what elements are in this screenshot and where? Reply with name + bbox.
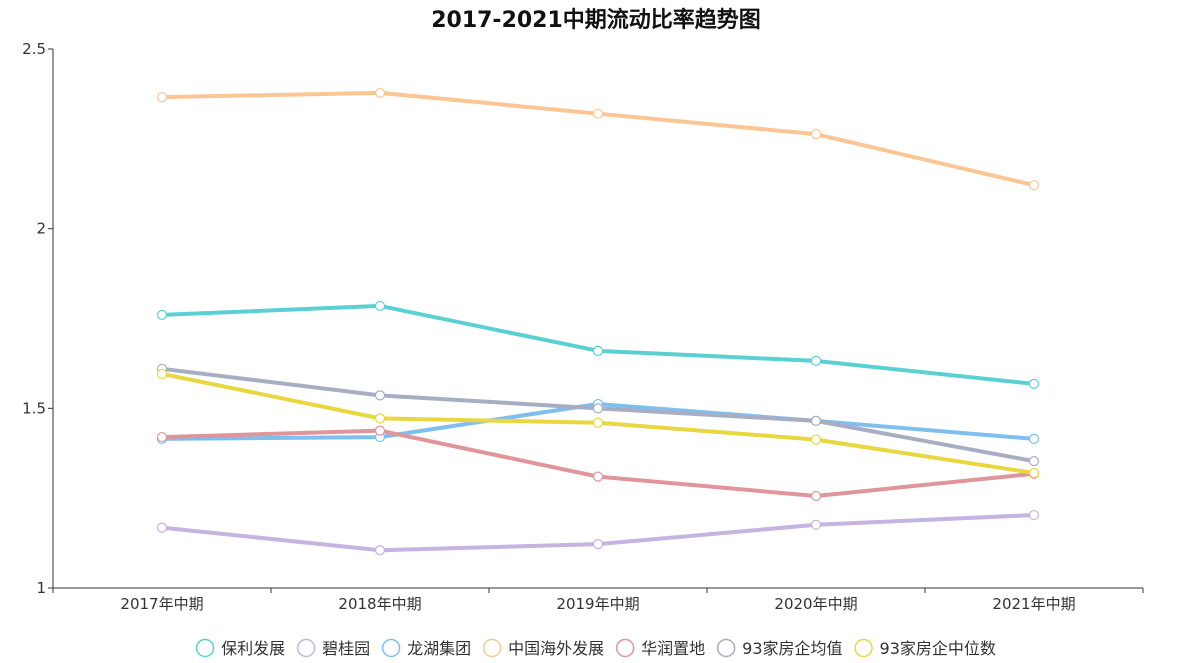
- series-line: [160, 366, 1036, 464]
- legend-marker-icon: [716, 638, 736, 658]
- data-point[interactable]: [592, 471, 604, 482]
- data-point[interactable]: [592, 108, 604, 119]
- series-points-5: [156, 425, 1040, 502]
- y-tick-label: 2.5: [22, 40, 46, 58]
- x-tick-label: 2018年中期: [338, 595, 421, 613]
- data-point[interactable]: [592, 539, 604, 550]
- data-point[interactable]: [592, 403, 604, 414]
- data-point[interactable]: [1028, 180, 1040, 191]
- legend-label: 华润置地: [641, 639, 705, 658]
- data-point[interactable]: [156, 431, 168, 443]
- legend-item[interactable]: 保利发展: [195, 638, 286, 658]
- legend-label: 保利发展: [221, 639, 285, 658]
- data-point[interactable]: [1028, 467, 1040, 479]
- series-points-4: [156, 87, 1040, 191]
- chart-title: 2017-2021中期流动比率趋势图: [431, 7, 761, 33]
- series-points-6: [156, 363, 1040, 467]
- legend-label: 碧桂园: [322, 639, 370, 658]
- series-points-1: [156, 300, 1040, 389]
- y-tick-label: 2: [36, 220, 46, 238]
- legend-marker-icon: [195, 638, 215, 658]
- data-point[interactable]: [810, 490, 822, 502]
- series-line: [160, 303, 1036, 386]
- x-tick-label: 2020年中期: [774, 595, 857, 613]
- data-point[interactable]: [1028, 456, 1040, 467]
- series-6: [160, 366, 1036, 464]
- y-tick-label: 1: [36, 579, 46, 597]
- legend-marker-icon: [296, 638, 316, 658]
- series-points-7: [156, 368, 1040, 479]
- legend-label: 龙湖集团: [407, 639, 471, 658]
- x-tick-label: 2021年中期: [992, 595, 1075, 613]
- legend-item[interactable]: 93家房企中位数: [854, 638, 996, 658]
- legend-marker-icon: [381, 638, 401, 658]
- y-tick-label: 1.5: [22, 399, 46, 417]
- data-point[interactable]: [1028, 433, 1040, 444]
- data-point[interactable]: [810, 129, 822, 140]
- legend-item[interactable]: 93家房企均值: [716, 638, 843, 658]
- data-point[interactable]: [374, 425, 386, 436]
- data-point[interactable]: [374, 300, 386, 312]
- legend-item[interactable]: 碧桂园: [296, 638, 371, 658]
- legend-item[interactable]: 中国海外发展: [482, 638, 605, 658]
- series-1: [160, 303, 1036, 386]
- legend-item[interactable]: 龙湖集团: [381, 638, 472, 658]
- data-point[interactable]: [374, 390, 386, 401]
- legend-label: 中国海外发展: [508, 639, 604, 658]
- data-point[interactable]: [156, 92, 168, 103]
- legend[interactable]: 保利发展 碧桂园 龙湖集团 中国海外发展 华润置地 93家房企均值 93家房企中位数: [195, 638, 996, 658]
- data-point[interactable]: [810, 434, 822, 445]
- legend-label: 93家房企中位数: [880, 639, 996, 658]
- legend-marker-icon: [854, 638, 873, 658]
- data-point[interactable]: [156, 522, 168, 533]
- series-line: [160, 428, 1036, 499]
- x-tick-label: 2017年中期: [120, 595, 203, 613]
- x-tick-label: 2019年中期: [556, 595, 639, 613]
- legend-marker-icon: [482, 638, 502, 658]
- series-5: [160, 428, 1036, 499]
- legend-marker-icon: [615, 638, 635, 658]
- data-point[interactable]: [1028, 378, 1040, 389]
- series-4: [160, 90, 1036, 188]
- data-point[interactable]: [374, 413, 386, 424]
- data-point[interactable]: [810, 415, 822, 427]
- axes: 1 1.5 2 2.5 2017年中期 2018年中期 2019年中期 2020年中期 2021…: [22, 40, 1144, 613]
- data-point[interactable]: [1028, 509, 1040, 521]
- data-point[interactable]: [374, 545, 386, 556]
- data-point[interactable]: [810, 355, 822, 367]
- data-point[interactable]: [156, 309, 168, 321]
- data-point[interactable]: [592, 345, 604, 356]
- series-layer: [156, 87, 1040, 556]
- legend-label: 93家房企均值: [742, 639, 842, 658]
- legend-item[interactable]: 华润置地: [615, 638, 706, 658]
- data-point[interactable]: [156, 368, 168, 379]
- data-point[interactable]: [810, 519, 822, 530]
- series-points-2: [156, 509, 1040, 556]
- series-line: [160, 90, 1036, 188]
- data-point[interactable]: [592, 417, 604, 428]
- data-point[interactable]: [374, 87, 386, 98]
